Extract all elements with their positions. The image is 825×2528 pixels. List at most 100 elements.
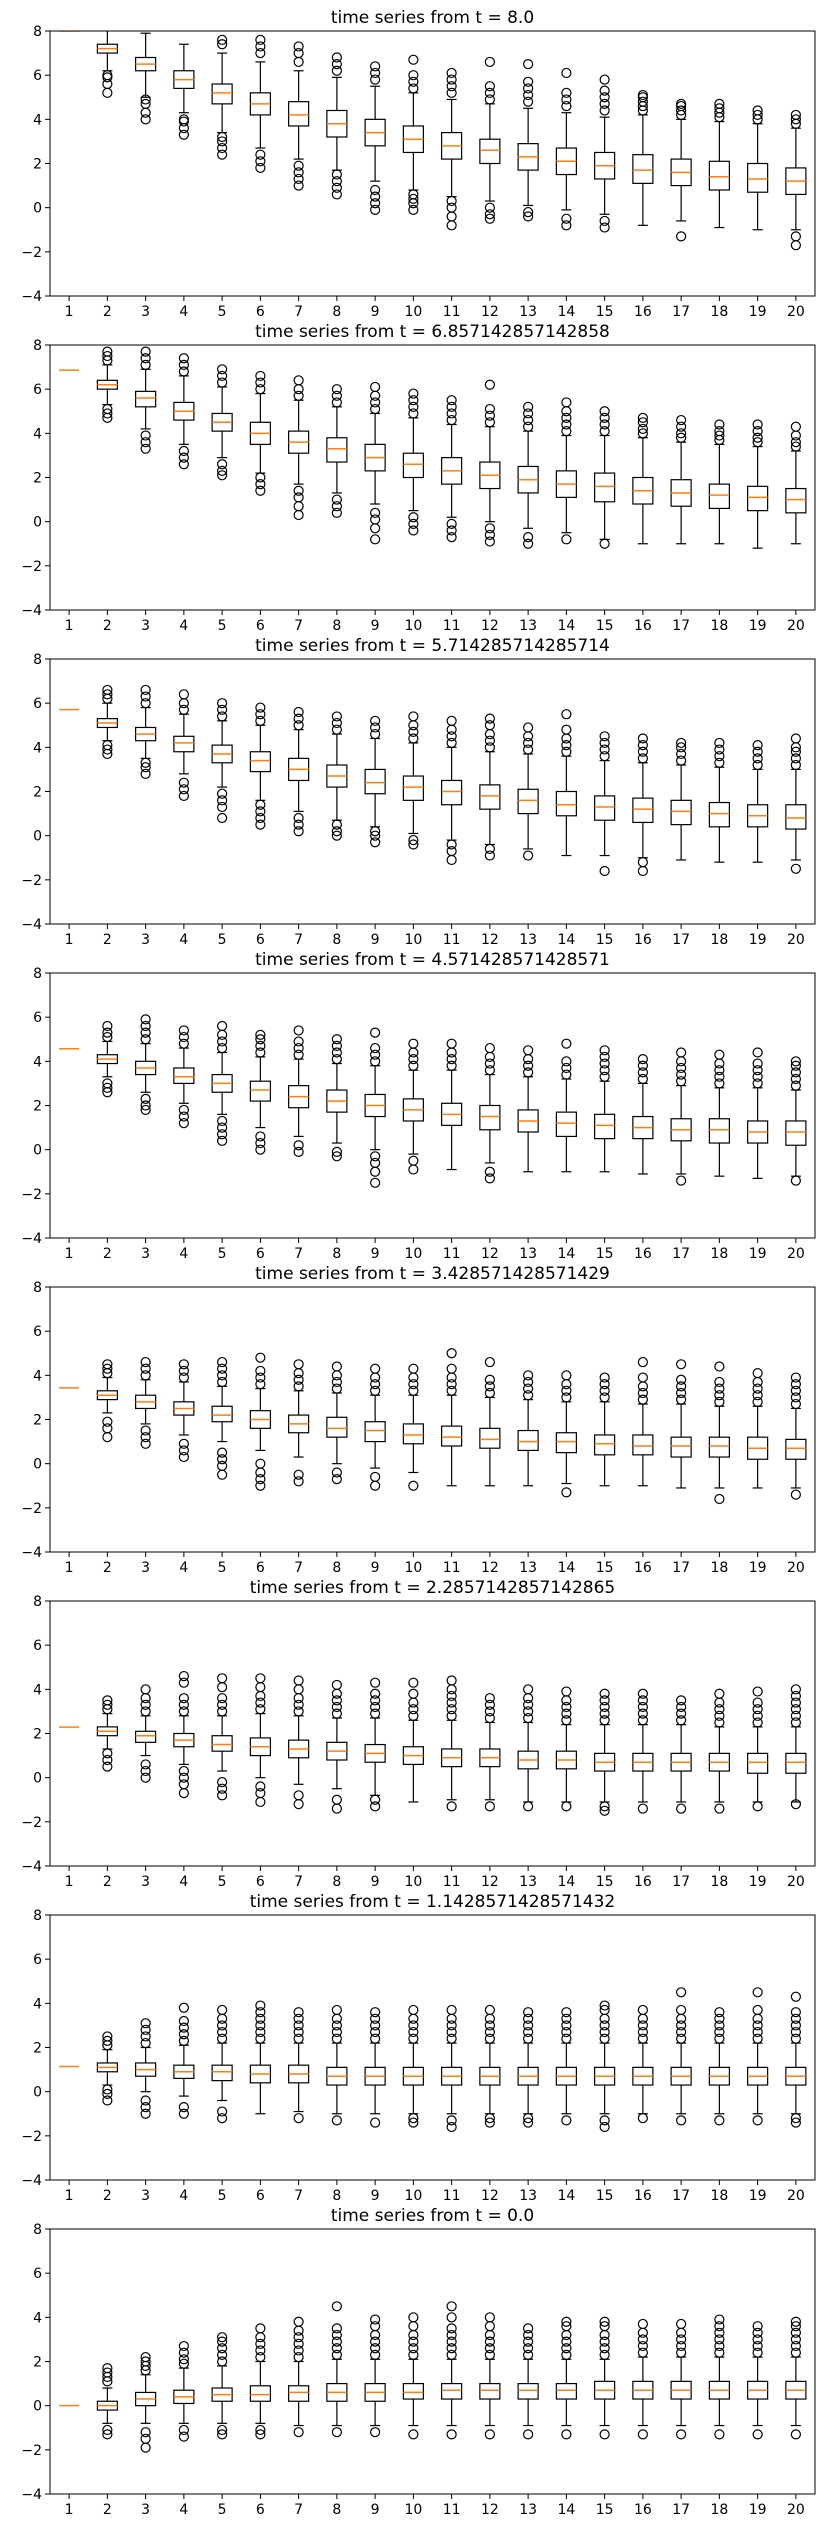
outlier-point xyxy=(178,1677,189,1688)
x-tick-label: 13 xyxy=(519,2188,537,2204)
outlier-point xyxy=(523,2013,534,2024)
outlier-point xyxy=(408,1164,419,1175)
outlier-point xyxy=(140,1104,151,1116)
box-17 xyxy=(670,1359,692,1489)
outlier-point xyxy=(676,1062,687,1074)
outlier-point xyxy=(599,1058,610,1069)
outlier-point xyxy=(293,1706,304,1717)
x-tick-label: 2 xyxy=(103,2188,112,2204)
box-4 xyxy=(173,43,195,140)
outlier-point xyxy=(484,213,495,224)
box-18 xyxy=(708,2314,730,2440)
outlier-point xyxy=(523,421,534,432)
outlier-point xyxy=(752,2013,763,2024)
outlier-point xyxy=(370,191,381,202)
outlier-point xyxy=(217,1706,228,1717)
iqr-box xyxy=(211,1405,233,1423)
outlier-point xyxy=(331,1034,342,1045)
box-19 xyxy=(747,1368,769,1489)
outlier-point xyxy=(752,105,763,116)
outlier-point xyxy=(714,1071,725,1082)
outlier-point xyxy=(140,2351,151,2363)
box-6 xyxy=(249,702,271,830)
iqr-box xyxy=(479,138,501,165)
outlier-point xyxy=(408,1038,419,1049)
iqr-box xyxy=(441,2382,463,2400)
outlier-point xyxy=(408,83,419,94)
iqr-box xyxy=(555,790,577,817)
outlier-point xyxy=(446,1710,457,1721)
box-16 xyxy=(632,2004,654,2124)
outlier-point xyxy=(370,1177,381,1188)
outlier-point xyxy=(102,408,113,419)
box-8 xyxy=(326,1679,348,1814)
outlier-point xyxy=(790,2026,801,2038)
x-tick-label: 20 xyxy=(787,2188,805,2204)
outlier-point xyxy=(408,839,419,850)
y-tick-label: 4 xyxy=(33,1996,42,2012)
outlier-point xyxy=(523,414,534,426)
outlier-point xyxy=(561,2343,572,2354)
outlier-point xyxy=(523,408,534,419)
outlier-point xyxy=(331,2343,342,2354)
outlier-point xyxy=(140,94,151,105)
outlier-point xyxy=(599,2020,610,2031)
outlier-point xyxy=(217,1790,228,1801)
x-tick-label: 6 xyxy=(256,1874,265,1890)
outlier-point xyxy=(599,731,610,742)
outlier-point xyxy=(714,2020,725,2031)
outlier-point xyxy=(217,1363,228,1374)
y-tick-label: 0 xyxy=(33,201,42,217)
outlier-point xyxy=(217,2020,228,2031)
outlier-point xyxy=(523,2429,534,2440)
x-tick-label: 3 xyxy=(141,1560,150,1576)
outlier-point xyxy=(484,1374,495,1385)
x-tick-label: 13 xyxy=(519,304,537,320)
outlier-point xyxy=(408,518,419,529)
outlier-point xyxy=(140,1014,151,1025)
x-tick-label: 2 xyxy=(103,1246,112,1262)
box-5 xyxy=(211,698,233,824)
outlier-point xyxy=(178,1772,189,1783)
outlier-point xyxy=(102,2088,113,2099)
outlier-point xyxy=(523,1067,534,1078)
x-tick-label: 18 xyxy=(710,2188,728,2204)
outlier-point xyxy=(293,1381,304,1392)
outlier-point xyxy=(676,2026,687,2038)
box-18 xyxy=(708,419,730,545)
outlier-point xyxy=(293,1368,304,1379)
x-tick-label: 3 xyxy=(141,304,150,320)
outlier-point xyxy=(446,731,457,742)
outlier-point xyxy=(676,1047,687,1058)
box-15 xyxy=(594,406,616,549)
outlier-point xyxy=(676,2340,687,2352)
outlier-point xyxy=(484,2033,495,2044)
box-15 xyxy=(594,1372,616,1487)
x-tick-label: 20 xyxy=(787,1874,805,1890)
outlier-point xyxy=(446,2301,457,2312)
outlier-point xyxy=(255,377,266,388)
outlier-point xyxy=(178,1438,189,1449)
outlier-point xyxy=(140,1699,151,1710)
x-tick-label: 5 xyxy=(218,2188,227,2204)
outlier-point xyxy=(331,711,342,722)
iqr-box xyxy=(670,1436,692,1458)
outlier-point xyxy=(255,1379,266,1390)
x-tick-label: 1 xyxy=(65,2188,74,2204)
outlier-point xyxy=(790,1690,801,1702)
outlier-point xyxy=(255,2338,266,2349)
outlier-point xyxy=(178,1359,189,1370)
y-tick-label: 0 xyxy=(33,2085,42,2101)
x-tick-label: 15 xyxy=(596,1246,614,1262)
outlier-point xyxy=(752,740,763,751)
outlier-point xyxy=(446,2349,457,2360)
outlier-point xyxy=(484,2113,495,2124)
iqr-box xyxy=(708,1436,730,1458)
box-2 xyxy=(96,1695,118,1772)
outlier-point xyxy=(790,1398,801,1410)
outlier-point xyxy=(370,830,381,841)
outlier-point xyxy=(331,52,342,63)
outlier-point xyxy=(331,826,342,837)
outlier-point xyxy=(446,401,457,412)
y-tick-label: 8 xyxy=(33,338,42,354)
